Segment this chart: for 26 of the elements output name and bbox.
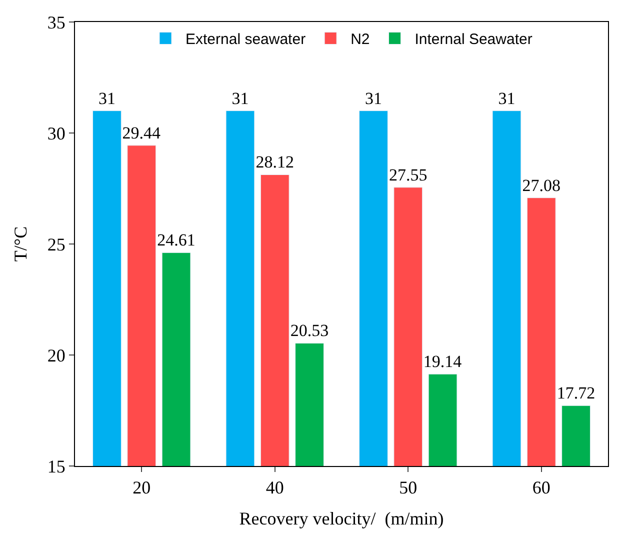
data-label: 31 xyxy=(232,88,249,108)
data-label: 27.08 xyxy=(522,176,560,195)
x-tick-label: 60 xyxy=(532,478,550,498)
data-label: 31 xyxy=(364,88,382,108)
y-axis-title: T/°C xyxy=(10,226,31,262)
data-label: 24.61 xyxy=(157,230,196,250)
data-label: 31 xyxy=(498,88,516,108)
x-tick-label: 50 xyxy=(399,478,418,498)
data-label: 27.55 xyxy=(389,165,428,184)
x-tick-label: 20 xyxy=(132,478,151,498)
legend-label: External seawater xyxy=(186,31,306,48)
data-label: 29.44 xyxy=(122,123,161,142)
x-axis-title: Recovery velocity/ (m/min) xyxy=(239,508,444,529)
y-tick-label: 35 xyxy=(47,12,66,32)
y-tick-label: 30 xyxy=(47,123,66,144)
data-label: 31 xyxy=(98,88,116,108)
y-tick-label: 25 xyxy=(47,234,66,254)
y-tick-label: 15 xyxy=(47,456,66,476)
data-label: 19.14 xyxy=(423,352,462,372)
x-tick-label: 40 xyxy=(266,478,284,498)
legend-label: N2 xyxy=(350,31,370,48)
y-tick-label: 20 xyxy=(47,345,66,366)
data-label: 20.53 xyxy=(290,321,329,340)
legend-label: Internal Seawater xyxy=(414,31,532,48)
data-label: 28.12 xyxy=(256,152,294,172)
data-label: 17.72 xyxy=(556,384,596,403)
